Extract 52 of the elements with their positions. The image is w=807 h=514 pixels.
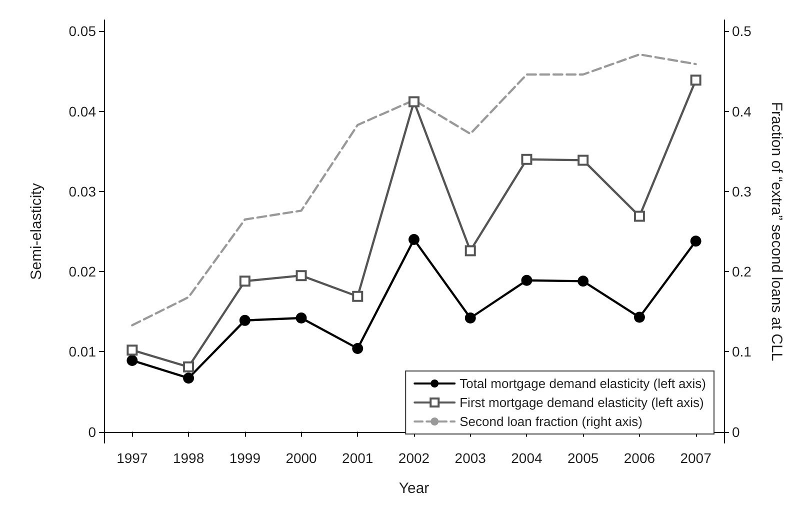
point [521,274,532,286]
y-tick-label: 0 [88,424,96,440]
point [408,96,420,108]
legend-label: Total mortgage demand elasticity (left axis) [460,376,706,391]
x-axis-title: Year [398,480,430,497]
x-tick-label: 2003 [454,450,486,466]
point [408,234,420,246]
y-tick-label: 0.04 [68,103,96,120]
point [464,312,476,324]
y2-tick-label: 0.4 [732,103,752,120]
y2-tick-label: 0.5 [732,23,752,40]
point [183,372,194,384]
point [126,354,138,366]
legend-label: Second loan fraction (right axis) [460,414,642,429]
x-tick-label: 1997 [116,450,148,466]
point [183,361,194,372]
x-tick-label: 2007 [680,450,712,466]
y2-tick-label: 0 [732,424,740,440]
y2-tick-label: 0.3 [732,183,752,200]
point [578,276,589,287]
x-tick-label: 2001 [342,450,374,466]
x-tick-label: 2002 [398,450,430,466]
point [239,314,250,326]
y2-axis-title: Fraction of “extra” second loans at CLL [768,102,785,362]
y-tick-label: 0.05 [68,23,96,40]
point [464,245,476,256]
y-axis-title: Semi-elasticity [28,182,45,280]
x-tick-label: 2006 [624,450,656,466]
point [239,276,250,287]
legend-label: First mortgage demand elasticity (left axis) [460,395,704,410]
point [690,236,702,247]
x-tick-label: 1999 [229,450,261,466]
point [578,154,589,166]
point [352,290,364,302]
point [126,344,138,356]
x-tick-label: 1998 [172,450,204,466]
y-tick-label: 0.03 [68,183,96,200]
y-tick-label: 0.01 [68,344,96,360]
x-tick-label: 2000 [286,450,318,466]
point [521,154,532,165]
line-series [131,53,697,326]
point [296,270,307,282]
point [634,210,645,222]
point [352,342,364,354]
point [690,74,702,86]
x-tick-label: 2005 [568,450,599,466]
x-tick-label: 2004 [511,450,543,466]
y2-tick-label: 0.1 [732,344,752,360]
y-tick-label: 0.02 [68,264,96,280]
point [296,312,307,324]
y2-tick-label: 0.2 [732,264,752,280]
point [634,312,645,323]
